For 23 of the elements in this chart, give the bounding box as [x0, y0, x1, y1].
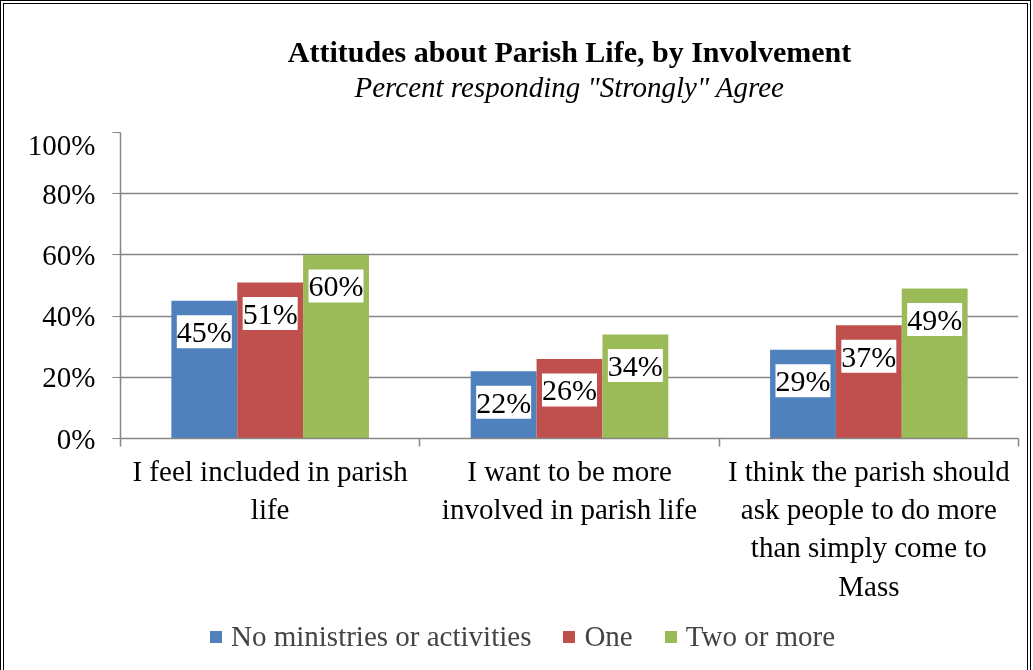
y-tick-label: 60%	[42, 238, 96, 271]
legend-label: No ministries or activities	[231, 620, 532, 653]
x-tick-label: I feel included in parish life	[132, 454, 409, 525]
data-label: 51%	[242, 296, 298, 330]
legend-label: One	[584, 620, 633, 653]
data-label: 45%	[176, 315, 232, 349]
chart-title: Attitudes about Parish Life, by Involvement	[287, 34, 852, 68]
data-label: 22%	[476, 385, 532, 419]
x-tick-label: I want to be more involved in parish life	[441, 454, 698, 525]
y-tick-label: 20%	[42, 361, 96, 394]
data-label: 34%	[607, 348, 663, 382]
x-tick-label: I think the parish should ask people to do more than simply come to Mass	[727, 454, 1011, 602]
data-label: 26%	[542, 373, 597, 407]
y-tick-label: 100%	[27, 128, 96, 161]
data-label: 37%	[841, 339, 897, 373]
y-tick-label: 0%	[56, 422, 96, 455]
legend-label: Two or more	[685, 620, 836, 653]
chart-subtitle: Percent responding "Strongly" Agree	[353, 70, 785, 103]
data-label: 29%	[775, 364, 831, 398]
y-tick-label: 40%	[42, 300, 96, 333]
data-label: 60%	[308, 269, 364, 303]
data-label: 49%	[907, 303, 963, 337]
y-tick-label: 80%	[42, 177, 96, 210]
